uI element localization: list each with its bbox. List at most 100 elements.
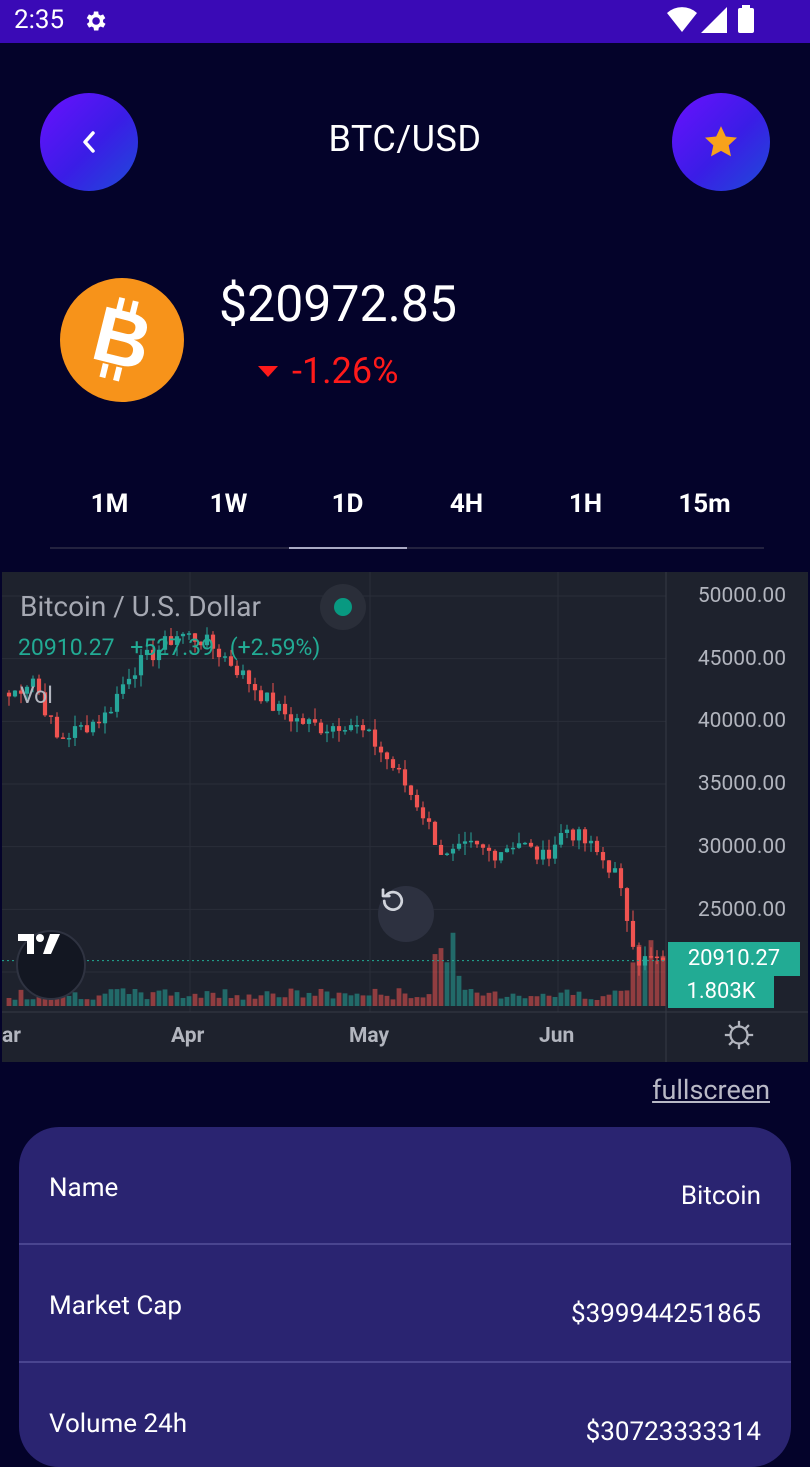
- volume-bar: [102, 993, 108, 1006]
- candle-body: [312, 719, 318, 723]
- last-volume-tag: 1.803K: [668, 976, 774, 1008]
- candle-body: [582, 829, 588, 844]
- reset-chart-button[interactable]: [378, 886, 434, 942]
- volume-bar: [576, 991, 582, 1006]
- signal-icon: [701, 7, 727, 33]
- candle-body: [294, 718, 300, 722]
- candle-body: [432, 821, 438, 845]
- tab-active-indicator: [289, 547, 407, 549]
- candle-body: [96, 721, 102, 724]
- candle-body: [342, 730, 348, 732]
- candle-body: [282, 703, 288, 715]
- volume-bar: [558, 992, 564, 1006]
- volume-bar: [72, 992, 78, 1006]
- candle-body: [12, 690, 18, 697]
- candle-body: [36, 678, 42, 693]
- candle-body: [228, 656, 234, 666]
- candle-body: [150, 649, 156, 661]
- candle-body: [510, 847, 516, 850]
- candle-body: [72, 726, 78, 738]
- tab-15m[interactable]: 15m: [678, 489, 731, 519]
- tab-1w[interactable]: 1W: [209, 489, 248, 519]
- chart-title: Bitcoin / U.S. Dollar: [20, 590, 261, 623]
- candle-body: [246, 670, 252, 685]
- candle-body: [54, 716, 60, 738]
- candle-body: [456, 843, 462, 849]
- volume-bar: [90, 999, 96, 1006]
- candle-body: [30, 678, 36, 687]
- back-button[interactable]: [40, 93, 138, 191]
- volume-bar: [198, 997, 204, 1006]
- volume-bar: [54, 994, 60, 1006]
- candle-body: [600, 852, 606, 861]
- candle-body: [612, 868, 618, 873]
- volume-bar: [390, 999, 396, 1006]
- info-key: Market Cap: [49, 1291, 182, 1321]
- candle-body: [162, 636, 168, 650]
- candle-body: [546, 849, 552, 859]
- tab-1m[interactable]: 1M: [90, 489, 129, 519]
- info-key: Volume 24h: [49, 1409, 188, 1439]
- candle-body: [588, 840, 594, 844]
- volume-bar: [84, 999, 90, 1006]
- candle-body: [390, 759, 396, 768]
- volume-bar: [162, 989, 168, 1006]
- volume-bar: [48, 998, 54, 1006]
- candle-body: [336, 726, 342, 731]
- volume-bar: [156, 990, 162, 1006]
- candle-body: [126, 678, 132, 685]
- volume-bar: [504, 996, 510, 1006]
- volume-bar: [594, 999, 600, 1006]
- candle-body: [48, 715, 54, 717]
- candle-body: [264, 692, 270, 702]
- volume-bar: [30, 999, 36, 1006]
- settings-gear-icon: [86, 11, 106, 31]
- candle-body: [192, 633, 198, 642]
- candle-body: [60, 737, 66, 739]
- volume-bar: [318, 988, 324, 1006]
- tradingview-logo-icon: [18, 934, 60, 954]
- candle-body: [396, 767, 402, 770]
- volume-bar: [552, 996, 558, 1006]
- price-chart[interactable]: Bitcoin / U.S. Dollar 20910.27 +527.39 (…: [2, 572, 808, 1062]
- tab-4h[interactable]: 4H: [449, 489, 484, 519]
- volume-bar: [426, 994, 432, 1006]
- volume-bar: [372, 988, 378, 1006]
- volume-bar: [126, 994, 132, 1006]
- candle-body: [330, 726, 336, 732]
- price-change: -1.26%: [258, 350, 399, 392]
- tab-1d[interactable]: 1D: [331, 489, 364, 519]
- volume-bar: [294, 990, 300, 1006]
- candle-body: [498, 852, 504, 861]
- candle-body: [426, 818, 432, 822]
- candle-body: [420, 807, 426, 819]
- candle-body: [270, 692, 276, 711]
- tradingview-logo[interactable]: [16, 930, 86, 1000]
- chart-settings-icon[interactable]: [722, 1018, 756, 1052]
- candle-body: [414, 794, 420, 808]
- candle-body: [450, 848, 456, 854]
- volume-bar: [600, 996, 606, 1006]
- tab-1h[interactable]: 1H: [568, 489, 603, 519]
- candle-body: [114, 693, 120, 712]
- candle-body: [528, 842, 534, 847]
- favorite-button[interactable]: [672, 93, 770, 191]
- volume-bar: [258, 995, 264, 1006]
- volume-bar: [108, 989, 114, 1006]
- volume-bar: [492, 991, 498, 1006]
- y-tick: 25000.00: [697, 898, 786, 922]
- candle-body: [258, 690, 264, 702]
- info-row-volume: Volume 24h $30723333314: [19, 1363, 791, 1467]
- divider: [19, 1361, 791, 1363]
- volume-bar: [480, 995, 486, 1006]
- volume-bar: [300, 997, 306, 1006]
- volume-bar: [546, 995, 552, 1006]
- candle-body: [138, 655, 144, 676]
- volume-bar: [636, 944, 642, 1006]
- fullscreen-link[interactable]: fullscreen: [652, 1074, 770, 1106]
- candle-body: [174, 636, 180, 645]
- volume-bar: [534, 996, 540, 1006]
- market-status-indicator: [320, 584, 366, 630]
- candle-body: [120, 684, 126, 694]
- candlestick-chart[interactable]: [2, 572, 808, 1062]
